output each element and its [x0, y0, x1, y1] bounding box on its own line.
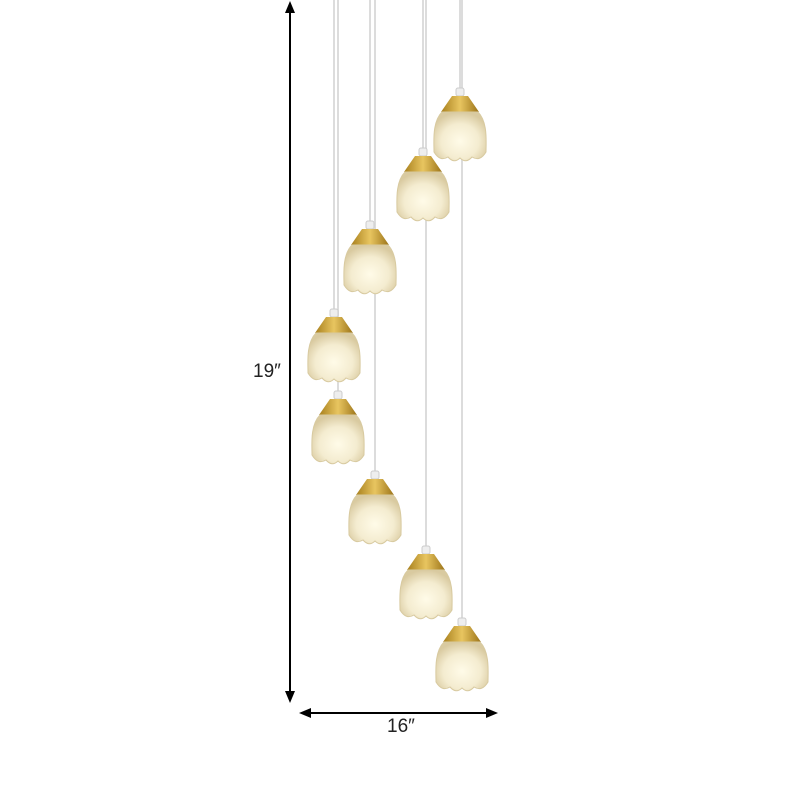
- pendant-light: [435, 617, 489, 692]
- pendant-light: [399, 545, 453, 620]
- width-label: 16″: [387, 716, 415, 737]
- pendants: [307, 87, 489, 692]
- width-dimension-line: [299, 708, 498, 718]
- pendant-light: [343, 220, 397, 295]
- pendant-light: [433, 87, 487, 162]
- pendant-light: [396, 147, 450, 222]
- pendant-light: [307, 308, 361, 383]
- pendant-light: [311, 390, 365, 465]
- pendant-light: [348, 470, 402, 545]
- height-dimension-line: [285, 1, 295, 703]
- height-label: 19″: [253, 361, 281, 382]
